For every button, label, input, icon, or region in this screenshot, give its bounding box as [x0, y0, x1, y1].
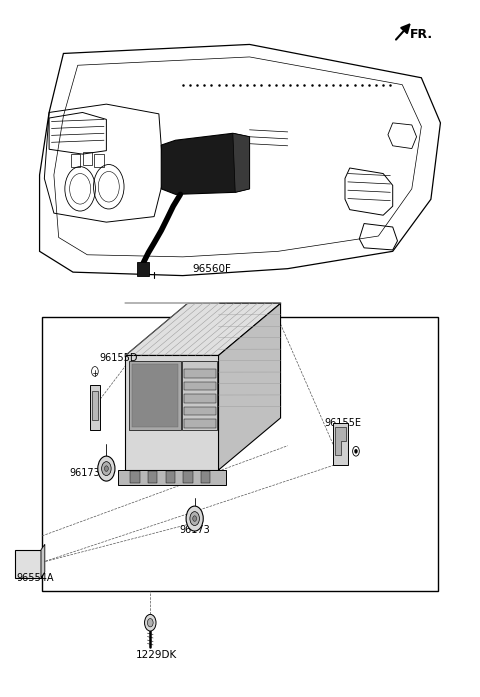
Bar [71, 154, 80, 167]
Polygon shape [118, 470, 226, 485]
Polygon shape [184, 395, 216, 403]
Circle shape [102, 461, 111, 475]
Circle shape [186, 506, 203, 531]
Text: 96155D: 96155D [99, 353, 138, 362]
Polygon shape [92, 391, 98, 420]
Text: 96173: 96173 [180, 526, 210, 535]
Polygon shape [184, 407, 216, 415]
Text: 96554A: 96554A [16, 573, 54, 583]
Polygon shape [130, 471, 140, 483]
Polygon shape [183, 471, 193, 483]
Text: 1229DK: 1229DK [136, 650, 177, 660]
Circle shape [105, 466, 108, 471]
Polygon shape [125, 355, 218, 470]
Text: 96560F: 96560F [192, 263, 231, 274]
Polygon shape [233, 133, 250, 192]
Polygon shape [129, 361, 181, 431]
Polygon shape [184, 369, 216, 378]
Polygon shape [335, 427, 347, 454]
Polygon shape [15, 550, 41, 578]
Text: 96173: 96173 [70, 468, 100, 478]
Circle shape [355, 449, 358, 453]
Circle shape [193, 516, 197, 521]
Bar [42, 317, 438, 592]
Polygon shape [166, 471, 175, 483]
Polygon shape [201, 471, 210, 483]
Circle shape [98, 456, 115, 481]
Polygon shape [132, 365, 179, 427]
Polygon shape [125, 303, 281, 355]
Bar [83, 152, 92, 164]
Text: 96155E: 96155E [324, 418, 361, 429]
Circle shape [190, 512, 199, 526]
Bar [95, 154, 104, 167]
Polygon shape [184, 420, 216, 428]
Circle shape [147, 618, 153, 627]
Polygon shape [41, 544, 45, 578]
Polygon shape [218, 303, 281, 470]
Polygon shape [333, 424, 348, 465]
Polygon shape [137, 261, 149, 275]
Polygon shape [148, 471, 157, 483]
Polygon shape [182, 361, 217, 431]
Text: FR.: FR. [410, 27, 433, 40]
Circle shape [144, 614, 156, 631]
Polygon shape [184, 382, 216, 390]
Polygon shape [90, 385, 100, 431]
Polygon shape [161, 133, 250, 194]
